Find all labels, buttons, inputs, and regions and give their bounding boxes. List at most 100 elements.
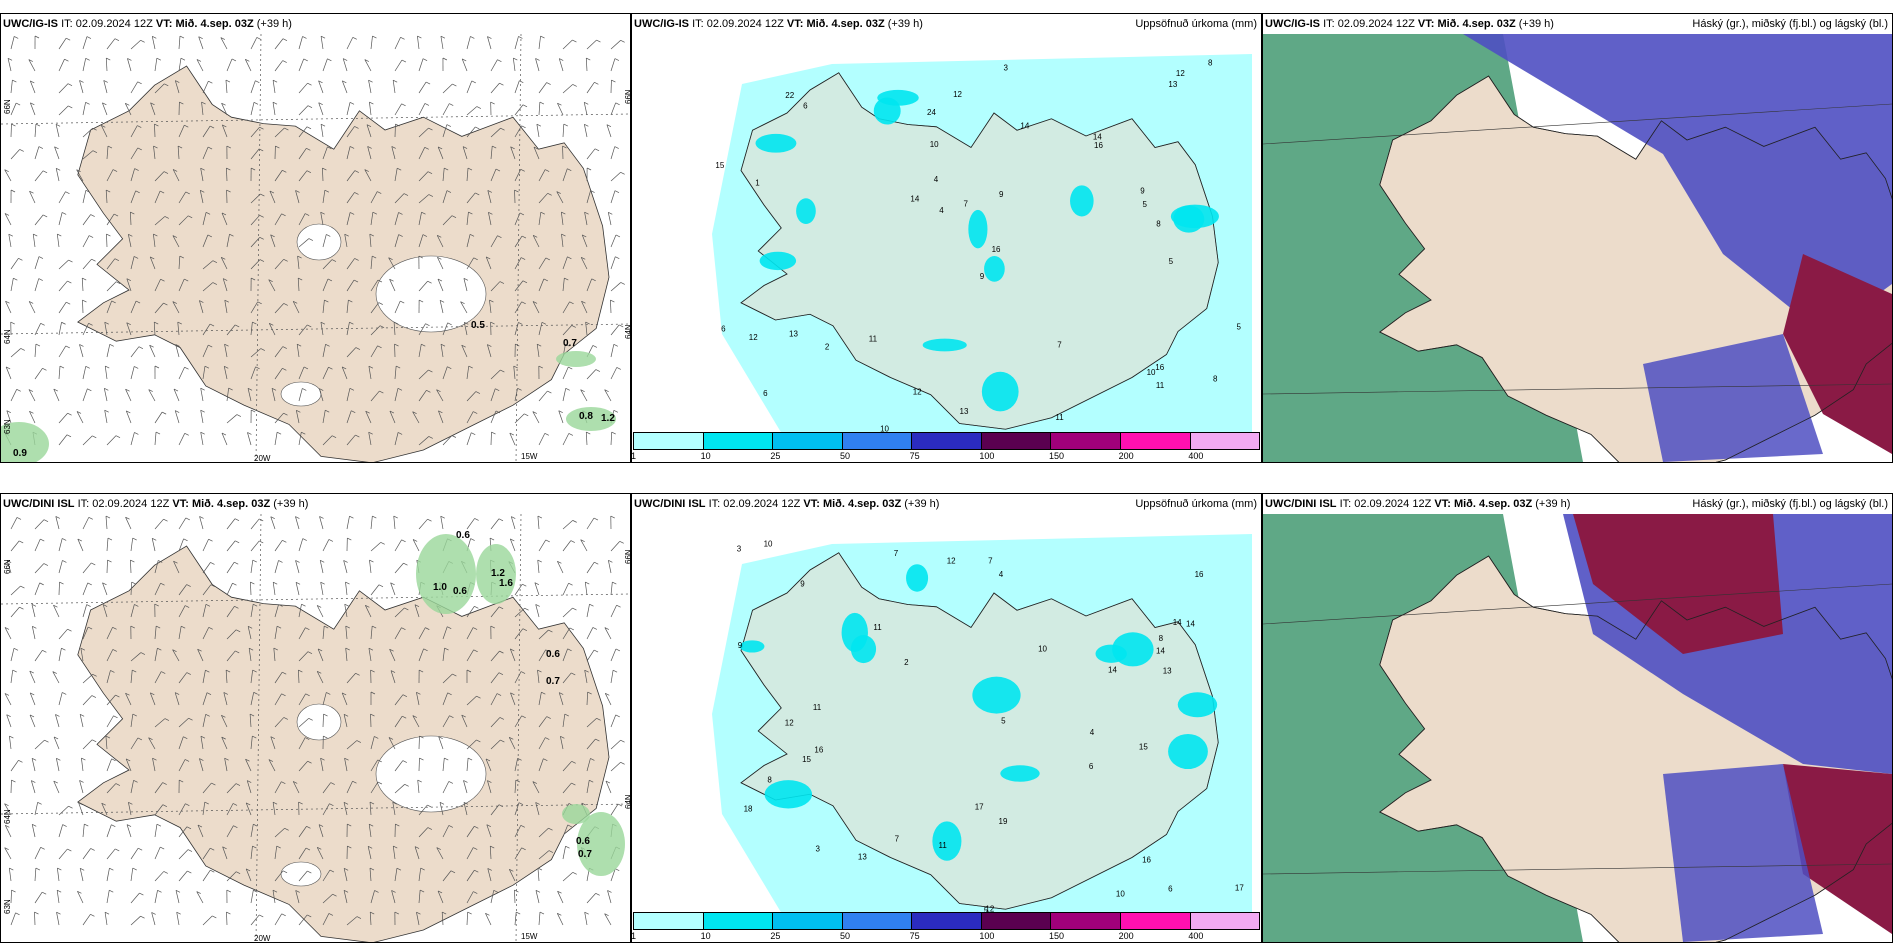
wind-barb [34,802,38,816]
wind-barb-tick [354,192,359,195]
wind-barb-tick [326,234,331,237]
wind-barb-tick [298,669,303,673]
wind-barb [79,714,84,728]
wind-barb-tick [421,343,426,347]
wind-barb-tick [282,367,287,371]
precip-value: 4 [999,570,1004,579]
wind-barb [154,83,165,94]
wind-barb [202,366,206,380]
wind-barb [178,124,185,138]
wind-barb [586,39,597,50]
wind-barb-tick [88,517,93,520]
wind-barb-tick [537,343,542,347]
wind-barb [130,714,134,728]
wind-barb-tick [259,214,264,218]
wind-barb [82,235,90,248]
wind-barb-tick [92,150,98,153]
wind-barb-tick [224,365,229,369]
wind-barb-tick [226,911,231,915]
wind-barb-tick [53,736,59,740]
wind-barb-tick [270,516,275,520]
wind-barb-tick [473,411,478,414]
colorbar-labels: 1 10 25 50 75 100 150 200 400 [632,451,1260,462]
wind-barb-tick [444,167,449,171]
wind-barb [586,691,589,706]
wind-barb-tick [137,737,143,741]
wind-barb-tick [62,692,67,695]
wind-barb-tick [82,277,87,281]
wind-barb-tick [545,539,550,543]
wind-barb-tick [233,825,238,829]
colorbar-label: 150 [1049,931,1065,941]
wind-barb-tick [270,736,275,740]
wind-barb [610,714,617,728]
wind-barb-tick [545,649,550,653]
wind-barb [154,718,166,728]
colorbar-cell [1051,433,1121,449]
wind-barb [154,671,162,684]
wind-barb-tick [14,36,19,39]
wind-barb [560,736,564,750]
wind-barb-tick [235,324,240,328]
wind-barb-tick [79,714,85,717]
precip-value: 5 [1237,322,1242,331]
wind-barb-tick [584,911,589,915]
wind-barb-tick [616,604,621,608]
wind-barb-tick [522,104,528,108]
wind-barb-tick [401,59,407,63]
precip-value: 10 [930,140,939,149]
wind-barb-tick [53,388,58,392]
wind-barb-tick [524,607,529,611]
wind-barb-tick [324,189,330,193]
wind-barb [369,560,372,574]
wind-barb [394,432,399,446]
wind-barb-tick [498,518,504,522]
wind-barb-tick [223,692,228,695]
wind-barb-tick [44,739,49,743]
wind-barb [318,80,324,94]
wind-barb [298,388,303,402]
wind-barb-tick [521,257,526,260]
wind-barb-tick [521,301,526,305]
wind-barb-tick [425,81,431,85]
wind-barb-tick [152,35,157,39]
wind-barb [418,804,428,816]
wind-barb [394,168,398,182]
wind-barb-tick [295,582,301,585]
wind-barb-tick [372,35,377,39]
wind-barb [125,517,132,530]
wind-barb [514,628,524,640]
wind-barb [4,825,12,838]
wind-barb-tick [273,581,278,585]
wind-barb-tick [595,738,600,742]
wind-barb [610,172,621,182]
wind-barb [82,562,92,574]
wind-barb-tick [132,537,137,541]
wind-barb [442,168,445,182]
wind-barb-tick [344,603,349,607]
wind-barb-tick [12,79,17,83]
wind-barb [245,802,252,816]
wind-barb-tick [307,870,312,874]
wind-barb-tick [500,369,505,373]
wind-barb-tick [331,259,337,262]
wind-barb-tick [11,889,16,893]
wind-barb-tick [540,35,545,39]
precip-value: 9 [800,580,805,589]
wind-barb [584,912,588,926]
wind-barb [514,125,522,138]
wind-barb-tick [437,256,442,260]
wind-barb [538,827,549,838]
wind-barb-tick [187,870,192,874]
wind-barb [490,82,500,94]
wind-barb [489,300,492,314]
precip-value: 9 [980,272,985,281]
wind-barb-tick [221,432,227,436]
wind-barb-tick [29,670,34,674]
wind-barb-tick [570,540,575,543]
wind-barb-tick [593,649,599,653]
wind-barb-tick [197,824,203,828]
wind-barb-tick [4,627,10,630]
wind-barb-tick [67,83,73,86]
wind-barb [418,81,427,94]
